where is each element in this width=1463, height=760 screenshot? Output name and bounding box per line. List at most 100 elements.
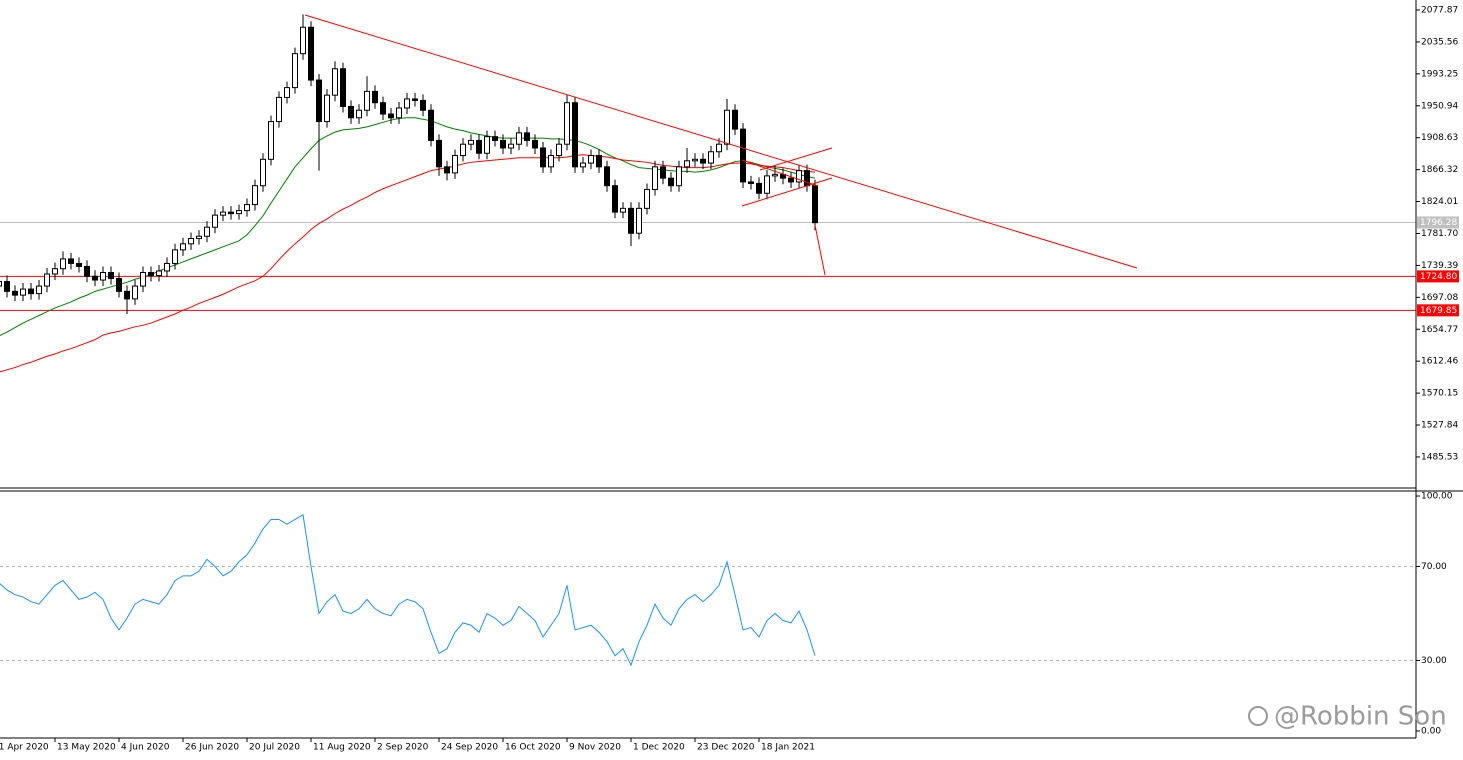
trend-lines [304, 14, 1138, 276]
candle-body [212, 214, 218, 228]
candle-body [228, 211, 234, 215]
y-tick-label: 1908.63 [1421, 133, 1458, 143]
trend-line [304, 14, 1138, 269]
candle-body [580, 162, 586, 168]
candle-body [380, 102, 386, 115]
x-tick-label: 23 Dec 2020 [697, 743, 755, 753]
candle-body [44, 273, 50, 287]
candle-body [660, 166, 666, 179]
candle-body [284, 87, 290, 98]
candle-body [124, 290, 130, 300]
candle-body [428, 109, 434, 141]
trend-line [741, 177, 833, 207]
y-tick-label: 1866.32 [1421, 165, 1458, 175]
candle-body [636, 207, 642, 234]
candle-body [516, 132, 522, 145]
candle-body [308, 26, 314, 81]
y-tick-label: 1739.39 [1421, 261, 1458, 271]
candle-body [572, 102, 578, 168]
candle-body [652, 166, 658, 190]
x-tick-label: 18 Jan 2021 [761, 743, 815, 753]
candle-body [236, 210, 242, 215]
candle-body [548, 155, 554, 168]
y-tick-label: 1612.46 [1421, 357, 1458, 367]
candle-body [740, 128, 746, 183]
candle-body [476, 139, 482, 154]
candle-body [716, 143, 722, 153]
candle-body [396, 107, 402, 119]
candle-body [244, 204, 250, 212]
y-tick-label: 2077.87 [1421, 5, 1458, 15]
candle-body [196, 235, 202, 240]
candle-body [316, 79, 322, 123]
y-tick-label: 70.00 [1421, 562, 1447, 572]
candle-body [484, 136, 490, 154]
candle-body [588, 155, 594, 164]
x-tick-label: 9 Nov 2020 [569, 743, 621, 753]
candle-body [692, 158, 698, 162]
candle-body [604, 166, 610, 187]
y-tick-label: 1993.25 [1421, 69, 1458, 79]
candle-body [156, 270, 162, 277]
candle-body [348, 105, 354, 119]
trend-line [741, 159, 819, 187]
price-line-box [1417, 270, 1459, 283]
candle-body [596, 155, 602, 168]
candle-body [460, 143, 466, 157]
candle-body [300, 26, 306, 55]
candle-body [676, 166, 682, 187]
y-tick-label: 1781.70 [1421, 229, 1458, 239]
candle-body [84, 265, 90, 277]
candle-body [532, 139, 538, 149]
y-tick-label: 1697.08 [1421, 293, 1458, 303]
x-tick-label: 16 Oct 2020 [505, 743, 561, 753]
y-tick-label: 1824.01 [1421, 197, 1458, 207]
candle-body [52, 268, 58, 275]
watermark-icon [1248, 706, 1268, 726]
current-price-box [1417, 216, 1459, 229]
candle-body [684, 160, 690, 168]
candle-body [0, 281, 2, 287]
price-line-box [1417, 304, 1459, 317]
candle-body [468, 139, 474, 145]
candle-body [172, 249, 178, 264]
candle-body [4, 281, 10, 292]
candle-body [628, 207, 634, 234]
x-tick-label: 2 Sep 2020 [377, 743, 429, 753]
candle-body [180, 243, 186, 251]
candle-body [36, 285, 42, 295]
watermark: @Robbin Son [1248, 702, 1447, 732]
y-tick-label: 1950.94 [1421, 101, 1458, 111]
candle-body [764, 175, 770, 194]
candle-body [252, 185, 258, 206]
candle-body [220, 211, 226, 216]
candle-body [92, 275, 98, 281]
x-tick-label: 26 Jun 2020 [185, 743, 239, 753]
candle-body [116, 278, 122, 292]
candle-body [620, 207, 626, 213]
y-tick-label: 100.00 [1421, 491, 1453, 501]
x-tick-label: 21 Apr 2020 [0, 743, 49, 753]
candle-body [372, 90, 378, 104]
candle-body [404, 98, 410, 109]
candle-body [164, 262, 170, 272]
candle-body [500, 139, 506, 149]
watermark-text: @Robbin Son [1274, 702, 1447, 732]
price-line-label: 1724.80 [1420, 272, 1457, 282]
candle-body [788, 177, 794, 183]
candle-body [260, 158, 266, 187]
candle-body [324, 94, 330, 123]
candle-body [420, 99, 426, 111]
candle-body [20, 288, 26, 296]
candle-body [356, 109, 362, 119]
candle-body [564, 102, 570, 145]
candle-body [12, 290, 18, 296]
candle-body [524, 132, 530, 141]
candle-body [700, 158, 706, 164]
candle-body [332, 68, 338, 96]
x-tick-label: 13 May 2020 [57, 743, 116, 753]
candle-body [452, 155, 458, 174]
candle-body [28, 288, 34, 295]
candle-body [188, 238, 194, 245]
